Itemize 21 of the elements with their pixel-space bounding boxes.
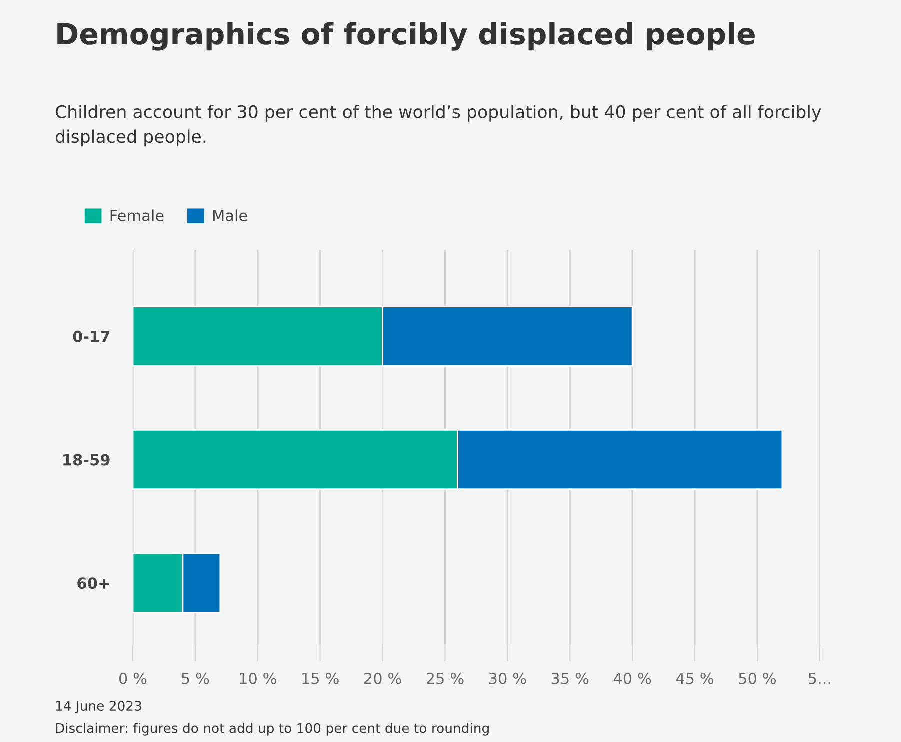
x-tick-label: 10 % (240, 672, 276, 684)
x-tick-label: 5 % (182, 672, 210, 684)
x-tick-label: 5... (808, 673, 830, 684)
x-tick-label: 25 % (426, 672, 464, 684)
y-tick-label: 0-17 (73, 330, 110, 342)
x-tick-label: 45 % (676, 672, 714, 684)
x-tick-label: 0 % (119, 672, 147, 684)
y-tick-label: 18-59 (64, 454, 110, 466)
x-tick-label: 20 % (364, 672, 402, 684)
text: Disclaimer: figures do not add up to 100 per cent due to rounding (56, 723, 489, 736)
chart-title: Demographics of forcibly displaced people (58, 22, 755, 51)
legend-label: Female (110, 210, 164, 222)
x-tick-label: 30 % (489, 672, 526, 684)
x-tick-label: 15 % (302, 672, 339, 684)
x-tick-label: 35 % (552, 672, 589, 684)
x-tick-label: 50 % (739, 672, 776, 684)
x-tick-label: 40 % (614, 672, 652, 684)
text: 14 June 2023 (56, 701, 142, 714)
chart-subtitle: Children account for 30 per cent of the world’s population, but 40 per cent of all forcibly displaced people. (56, 105, 822, 147)
legend-label: Male (213, 210, 248, 222)
y-tick-label: 60+ (78, 578, 110, 590)
